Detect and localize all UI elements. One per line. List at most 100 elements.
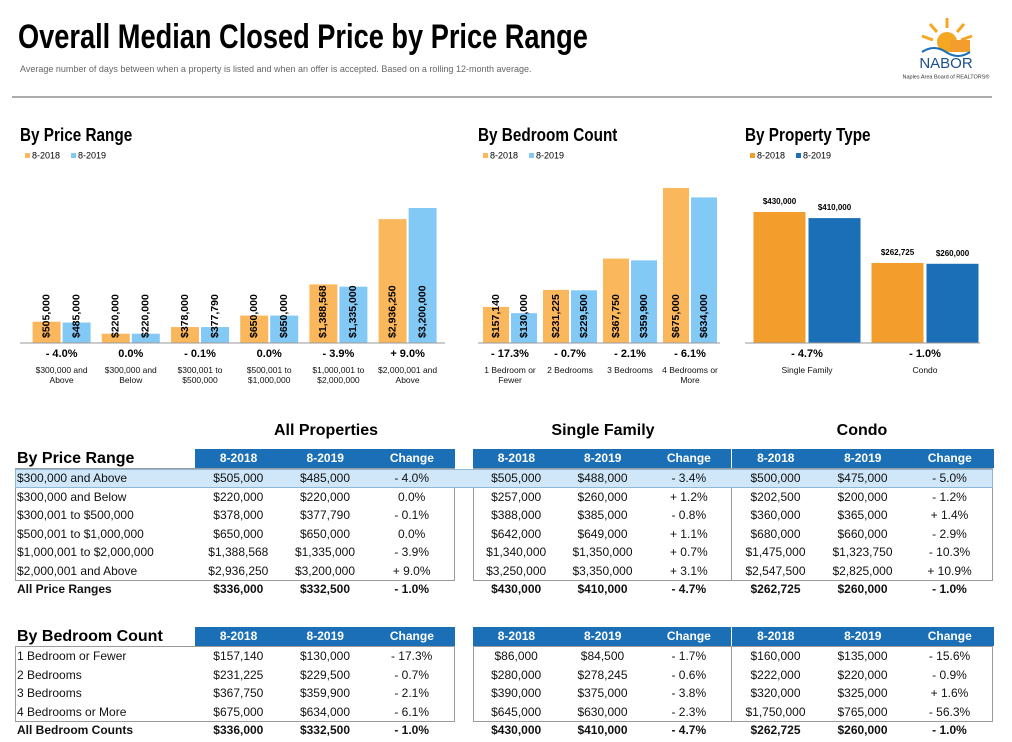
table-cell: $336,000 (213, 582, 264, 596)
value-label: $220,000 (140, 294, 152, 338)
category-label: 2 Bedrooms (547, 365, 593, 375)
legend-label: 8-2019 (803, 150, 831, 160)
column-header: Change (368, 627, 456, 646)
table-cell: $220,000 (837, 667, 888, 682)
value-label: $410,000 (818, 203, 852, 212)
column-header: Change (645, 627, 732, 646)
column-header: 8-2019 (819, 627, 907, 646)
table-cell: - 3.4% (671, 471, 707, 485)
category-label: 3 Bedrooms (607, 365, 653, 375)
column-header: 8-2018 (195, 449, 283, 468)
table-cell: $390,000 (491, 686, 542, 700)
logo-tagline: Naples Area Board of REALTORS® (902, 73, 989, 80)
table-cell: $262,725 (750, 723, 801, 737)
bar (571, 290, 597, 343)
table-cell: - 5.0% (932, 471, 967, 485)
page-subtitle: Average number of days between when a pr… (20, 64, 532, 74)
bar (603, 258, 629, 343)
chart-title: By Bedroom Count (478, 125, 618, 145)
bar (663, 188, 689, 343)
bar (926, 263, 979, 343)
table-cell: $200,000 (837, 489, 888, 504)
table-cell: - 2.9% (932, 526, 967, 541)
table-cell: $675,000 (213, 704, 264, 719)
table-cell: $642,000 (491, 526, 542, 541)
table-cell: $377,790 (299, 508, 351, 522)
table-cell: $3,200,000 (294, 563, 356, 578)
value-label: $1,335,000 (347, 285, 359, 338)
category-label: $300,000 and Above (35, 365, 88, 385)
table-cell: - 0.1% (394, 508, 429, 522)
divider (12, 96, 992, 98)
column-header: 8-2019 (281, 449, 369, 468)
bar (543, 289, 569, 343)
table-cell: $231,225 (213, 667, 264, 682)
value-label: $378,000 (179, 294, 191, 338)
table-cell: $130,000 (299, 649, 351, 663)
table-cell: $765,000 (837, 704, 888, 719)
change-label: - 17.3% (491, 348, 529, 360)
table-cell: - 3.8% (671, 686, 707, 700)
column-header: 8-2019 (819, 449, 907, 468)
table-cell: $650,000 (299, 526, 351, 541)
table-cell: $229,500 (299, 667, 351, 682)
change-label: - 0.7% (554, 348, 586, 360)
table-cell: - 0.8% (671, 508, 707, 522)
bar (240, 315, 269, 343)
table-cell: 0.0% (397, 489, 426, 504)
table-cell: $86,000 (494, 649, 538, 663)
table-cell: $222,000 (750, 667, 801, 682)
table-cell: $2,936,250 (208, 563, 269, 578)
value-label: $377,790 (209, 294, 221, 338)
bar (131, 333, 160, 343)
table-cell: $410,000 (577, 723, 628, 737)
table-cell: $650,000 (213, 526, 264, 541)
logo: NABOR Naples Area Board of REALTORS® (902, 18, 990, 80)
bar (309, 284, 338, 343)
row-label: 4 Bedrooms or More (17, 704, 127, 719)
bar (871, 262, 924, 343)
change-label: 0.0% (257, 348, 282, 360)
table-cell: + 0.7% (669, 545, 708, 559)
table-cell: - 1.2% (932, 489, 967, 504)
column-header: Change (368, 449, 456, 468)
page-title: Overall Median Closed Price by Price Ran… (18, 18, 588, 56)
table-cell: $367,750 (213, 686, 264, 700)
value-label: $650,000 (278, 294, 290, 338)
change-label: - 0.1% (184, 348, 216, 360)
bar (408, 208, 437, 343)
row-label: 3 Bedrooms (17, 686, 82, 700)
value-label: $505,000 (40, 294, 52, 338)
table-cell: $135,000 (837, 649, 888, 663)
table-border (15, 646, 455, 722)
row-label: $300,001 to $500,000 (17, 508, 134, 522)
row-label: 1 Bedroom or Fewer (17, 649, 127, 663)
table-cell: $332,500 (299, 723, 351, 737)
category-label: $1,000,001 to $2,000,000 (312, 365, 365, 385)
bar (631, 260, 657, 343)
value-label: $229,500 (578, 294, 590, 338)
legend-swatch (25, 153, 30, 158)
table-cell: $649,000 (577, 526, 628, 541)
value-label: $231,225 (550, 294, 562, 338)
table-cell: - 17.3% (390, 649, 433, 663)
legend-swatch (529, 153, 535, 158)
value-label: $650,000 (248, 294, 260, 338)
table-cell: $500,000 (750, 471, 801, 485)
table-cell: - 3.9% (394, 545, 429, 559)
bar (511, 313, 537, 343)
table-cell: $488,000 (577, 471, 628, 485)
column-header: Change (645, 449, 732, 468)
table-cell: $3,350,000 (572, 563, 633, 578)
category-label: 1 Bedroom or Fewer (484, 365, 536, 385)
table-cell: - 0.9% (932, 667, 967, 682)
table-cell: $325,000 (837, 686, 888, 700)
column-header: 8-2019 (559, 627, 647, 646)
column-header: Change (906, 627, 994, 646)
table-cell: - 1.0% (394, 723, 429, 737)
legend-label: 8-2018 (757, 150, 785, 160)
table-cell: $257,000 (491, 489, 542, 504)
bar (753, 212, 806, 343)
table-cell: + 1.1% (669, 526, 708, 541)
group-title: All Properties (273, 422, 379, 439)
